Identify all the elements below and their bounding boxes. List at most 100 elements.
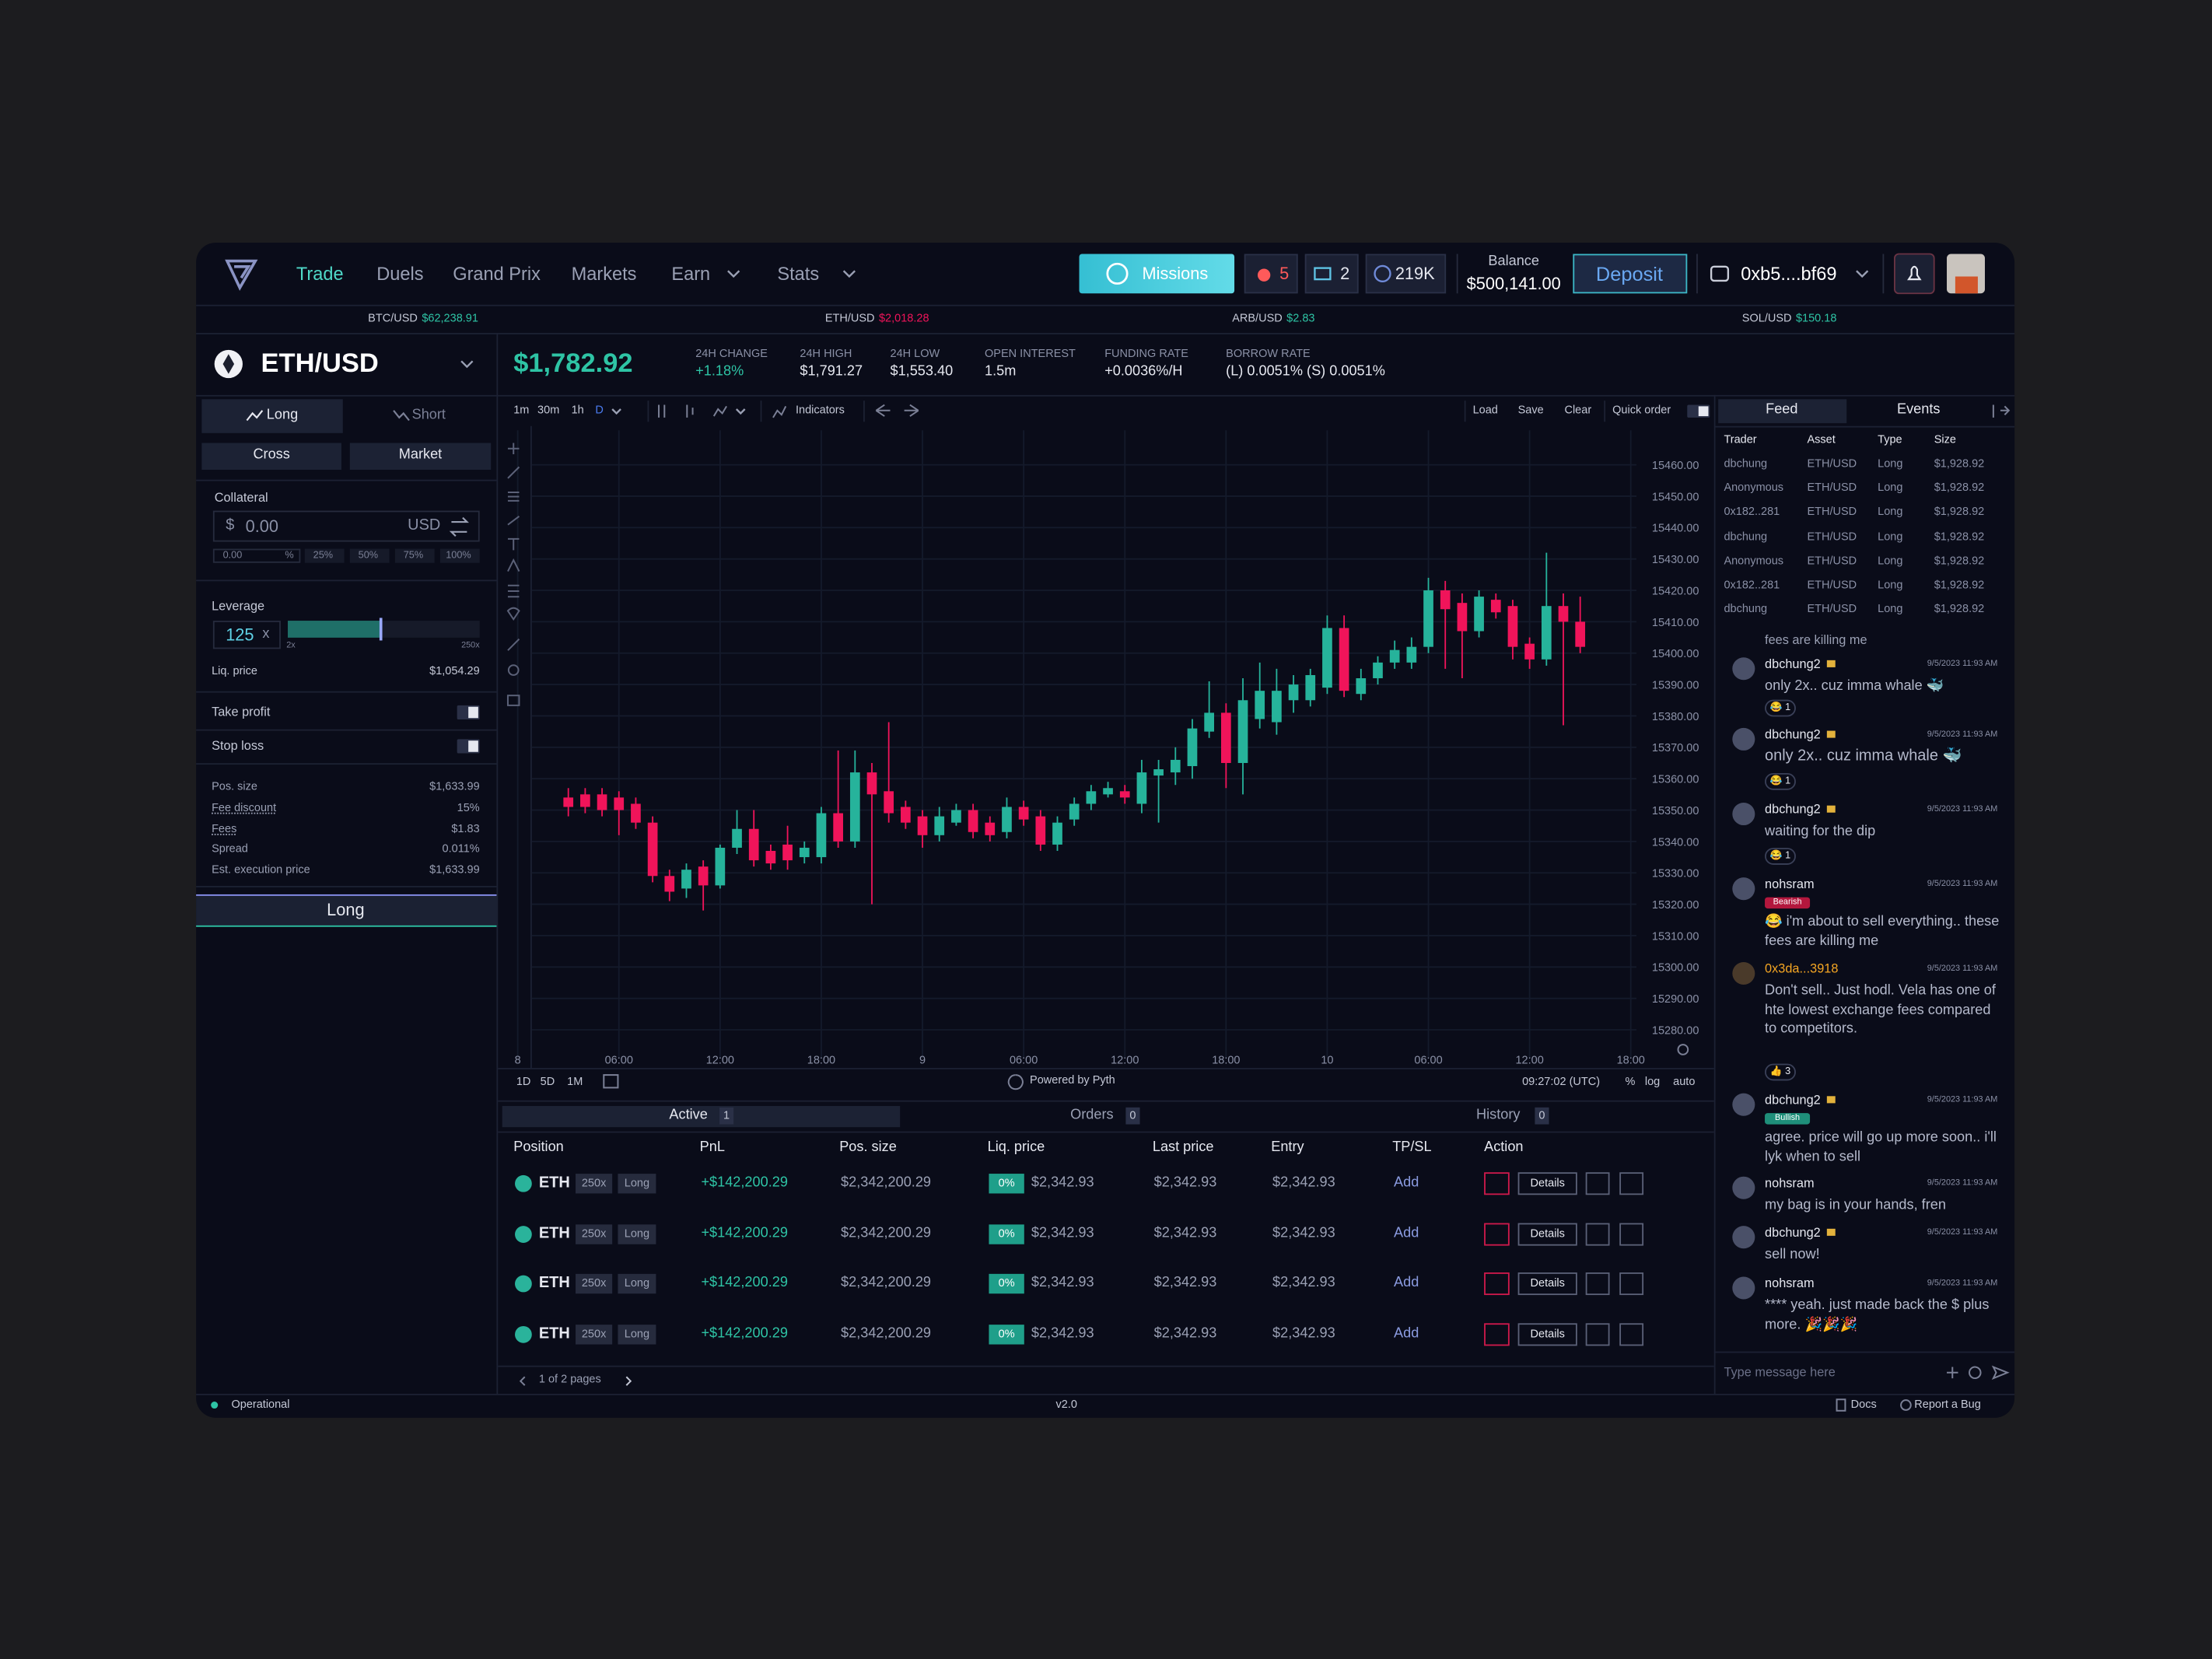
mode-button[interactable]	[201, 443, 341, 470]
collateral-input[interactable]	[212, 510, 480, 542]
missions-button[interactable]	[1079, 254, 1235, 294]
details-button[interactable]	[1517, 1272, 1577, 1296]
add-tpsl[interactable]: Add	[1394, 1226, 1419, 1242]
side-tab[interactable]: Long	[266, 408, 299, 424]
leverage-slider[interactable]	[288, 618, 480, 641]
interval[interactable]: 1h	[571, 403, 584, 417]
range-button[interactable]: 1D	[516, 1075, 531, 1088]
candle-body	[782, 844, 793, 861]
percent-option: 100%	[446, 551, 471, 561]
reaction[interactable]	[1765, 772, 1796, 790]
scale-option[interactable]: %	[1625, 1075, 1636, 1088]
edit-button[interactable]	[1585, 1272, 1610, 1296]
footer-link[interactable]: Docs	[1850, 1398, 1877, 1411]
indicators-button[interactable]: Indicators	[795, 403, 845, 417]
candle-body	[1373, 662, 1383, 679]
toolbar-icons	[519, 404, 2011, 1412]
position-tag-label: Long	[624, 1176, 650, 1190]
scale-option[interactable]: auto	[1673, 1075, 1696, 1088]
share-button[interactable]	[1619, 1172, 1644, 1195]
add-tpsl[interactable]: Add	[1394, 1174, 1419, 1191]
avatar-shirt	[1955, 276, 1978, 294]
chevrons	[460, 270, 1869, 415]
percent-button[interactable]	[349, 548, 390, 563]
interval[interactable]: 1m	[513, 403, 530, 417]
nav-link[interactable]: Stats	[777, 263, 820, 285]
toggles[interactable]	[457, 404, 1710, 754]
share-button[interactable]	[1619, 1272, 1644, 1296]
leverage-input[interactable]	[212, 621, 281, 649]
reaction[interactable]	[1765, 1063, 1796, 1081]
chart-action[interactable]: Load	[1472, 403, 1498, 417]
candle-body	[849, 772, 860, 842]
chart-time: 09:27:02 (UTC)	[1522, 1075, 1601, 1088]
reaction[interactable]	[1765, 699, 1796, 717]
percent-button[interactable]	[439, 548, 480, 563]
y-tick-label: 15280.00	[1652, 1024, 1699, 1037]
details-button[interactable]	[1517, 1172, 1577, 1195]
percent-input[interactable]	[212, 548, 301, 563]
add-tpsl[interactable]: Add	[1394, 1325, 1419, 1342]
position-tag	[576, 1224, 613, 1244]
summary-value: $1.83	[451, 822, 480, 835]
stat-badge[interactable]	[1365, 254, 1447, 294]
close-button[interactable]	[1484, 1172, 1510, 1195]
chart-action[interactable]: Save	[1517, 403, 1544, 417]
chat-time: 9/5/2023 11:93 AM	[1927, 660, 1998, 669]
scale-option[interactable]: log	[1644, 1075, 1661, 1088]
details-label: Details	[1530, 1327, 1565, 1341]
details-button[interactable]	[1517, 1223, 1577, 1246]
reaction[interactable]	[1765, 848, 1796, 865]
market-pair[interactable]: ETH/USD	[261, 348, 379, 379]
submit-button[interactable]	[196, 894, 497, 927]
details-button[interactable]	[1517, 1323, 1577, 1346]
deposit-label: Deposit	[1595, 262, 1663, 285]
share-button[interactable]	[1619, 1323, 1644, 1346]
side-tab[interactable]: Short	[411, 408, 446, 424]
positions-tab[interactable]: History	[1476, 1107, 1521, 1123]
liq-badge	[989, 1174, 1024, 1194]
nav-link[interactable]: Markets	[571, 263, 637, 285]
nav-link[interactable]: Duels	[376, 263, 424, 285]
nav-link[interactable]: Earn	[671, 263, 711, 285]
crown-icon	[1826, 660, 1836, 667]
y-tick-label: 15390.00	[1652, 680, 1699, 692]
feed-tab[interactable]: Events	[1897, 401, 1941, 418]
interval[interactable]: 30m	[537, 403, 560, 417]
deposit-button[interactable]	[1573, 254, 1688, 294]
y-tick-label: 15400.00	[1652, 648, 1699, 660]
feed-tab[interactable]: Feed	[1766, 401, 1798, 418]
close-button[interactable]	[1484, 1223, 1510, 1246]
footer-link[interactable]: Report a Bug	[1914, 1398, 1981, 1411]
stat-badge[interactable]	[1244, 254, 1298, 294]
share-button[interactable]	[1619, 1223, 1644, 1246]
percent-button[interactable]	[394, 548, 435, 563]
mode-button[interactable]	[349, 443, 492, 470]
nav-link[interactable]: Trade	[296, 263, 344, 285]
close-button[interactable]	[1484, 1323, 1510, 1346]
chart-action[interactable]: Clear	[1564, 403, 1592, 417]
position-asset: ETH	[538, 1225, 570, 1243]
range-button[interactable]: 1M	[567, 1075, 583, 1088]
positions-tab[interactable]: Active	[669, 1107, 708, 1123]
stat-value: 1.5m	[985, 363, 1017, 380]
candle-body	[563, 797, 574, 807]
edit-button[interactable]	[1585, 1172, 1610, 1195]
chat-input[interactable]: Type message here	[1724, 1364, 1836, 1379]
edit-button[interactable]	[1585, 1223, 1610, 1246]
percent-button[interactable]	[304, 548, 345, 563]
wallet-address[interactable]: 0xb5....bf69	[1741, 263, 1837, 285]
stat-badge[interactable]	[1304, 254, 1359, 294]
positions-tab[interactable]: Orders	[1070, 1107, 1114, 1123]
edit-button[interactable]	[1585, 1323, 1610, 1346]
candle-body	[664, 876, 675, 892]
bell-button[interactable]	[1893, 253, 1935, 295]
close-button[interactable]	[1484, 1272, 1510, 1296]
range-button[interactable]: 5D	[540, 1075, 555, 1088]
balance: $500,141.00	[1466, 273, 1561, 294]
nav-link[interactable]: Grand Prix	[453, 263, 541, 285]
interval[interactable]: D	[595, 403, 604, 417]
crown-icon	[1826, 1228, 1836, 1236]
candle-body	[1322, 628, 1332, 688]
add-tpsl[interactable]: Add	[1394, 1275, 1419, 1291]
